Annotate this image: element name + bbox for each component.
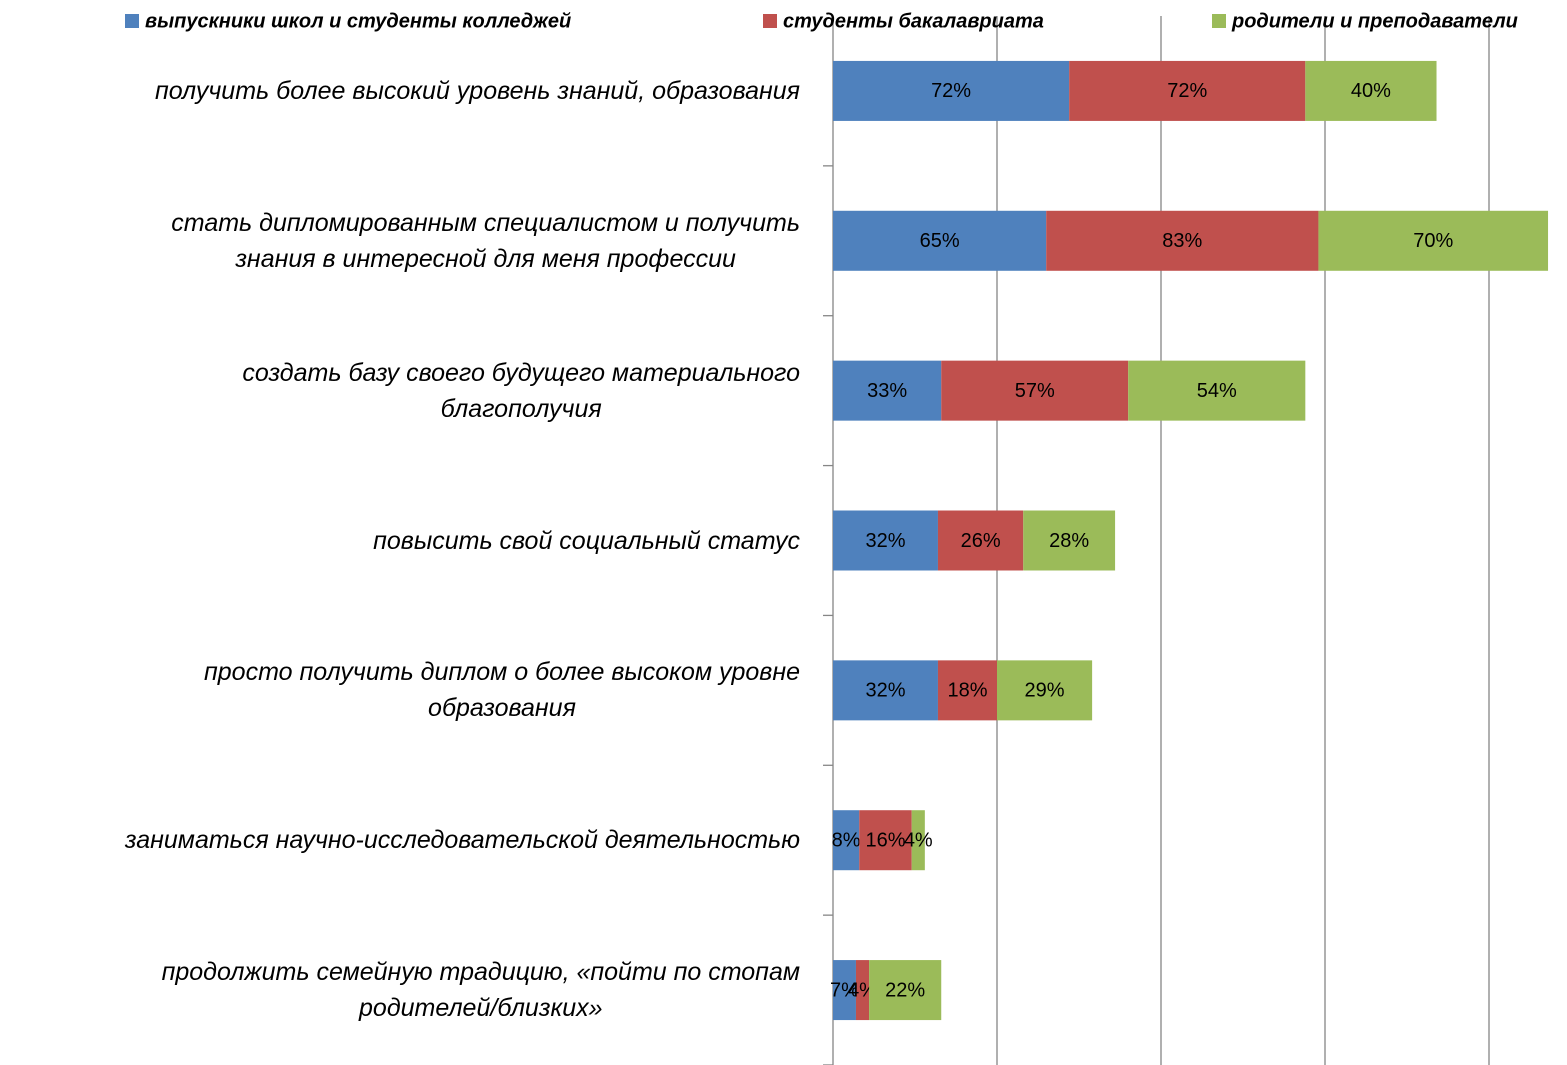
bar-segment [1023,510,1116,571]
data-label: 70% [1413,230,1453,252]
legend-label: родители и преподаватели [1231,10,1518,32]
data-label: 8% [832,829,861,851]
bar-segment [833,60,1070,121]
bar-segment [1318,210,1549,271]
legend-swatch [763,14,777,28]
data-label: 83% [1162,230,1202,252]
data-label: 28% [1049,530,1089,552]
data-label: 26% [961,530,1001,552]
data-label: 54% [1197,380,1237,402]
data-label: 32% [865,680,905,702]
legend-label: выпускники школ и студенты колледжей [145,10,571,32]
bar-segment [855,960,870,1021]
category-label: просто получить диплом о более высоком у… [204,658,800,723]
bar-segment [1046,210,1319,271]
data-label: 22% [885,979,925,1001]
data-label: 65% [920,230,960,252]
data-label: 16% [865,829,905,851]
bar-segment [833,360,942,421]
data-label: 40% [1351,80,1391,102]
category-label: продолжить семейную традицию, «пойти по … [161,958,800,1023]
category-label: заниматься научно-исследовательской деят… [124,826,800,855]
data-label: 4% [904,829,933,851]
bar-segment [937,660,997,721]
bar-segment [833,210,1047,271]
category-label: получить более высокий уровень знаний, о… [154,76,800,105]
bar-segment [1069,60,1306,121]
data-label: 18% [947,680,987,702]
legend-swatch [1212,14,1226,28]
bar-segment [937,510,1024,571]
bar-segment [859,810,912,871]
legend-swatch [125,14,139,28]
category-label: повысить свой социальный статус [373,526,800,555]
category-label: стать дипломированным специалистом и пол… [171,208,800,273]
bar-segment [833,960,856,1021]
data-label: 7% [830,979,859,1001]
bar-segment [941,360,1129,421]
bar-segment [833,810,860,871]
data-label: 72% [931,80,971,102]
bar-segment [833,660,938,721]
data-label: 33% [867,380,907,402]
bar-segment [833,510,938,571]
data-label: 29% [1025,680,1065,702]
data-label: 32% [865,530,905,552]
category-label: создать базу своего будущего материально… [242,358,800,423]
bar-segment [1128,360,1306,421]
bar-segment [911,810,925,871]
bar-segment [869,960,942,1021]
data-label: 72% [1167,80,1207,102]
data-label: 57% [1015,380,1055,402]
bar-segment [997,660,1093,721]
bar-segment [1305,60,1437,121]
legend-label: студенты бакалавриата [783,10,1044,32]
